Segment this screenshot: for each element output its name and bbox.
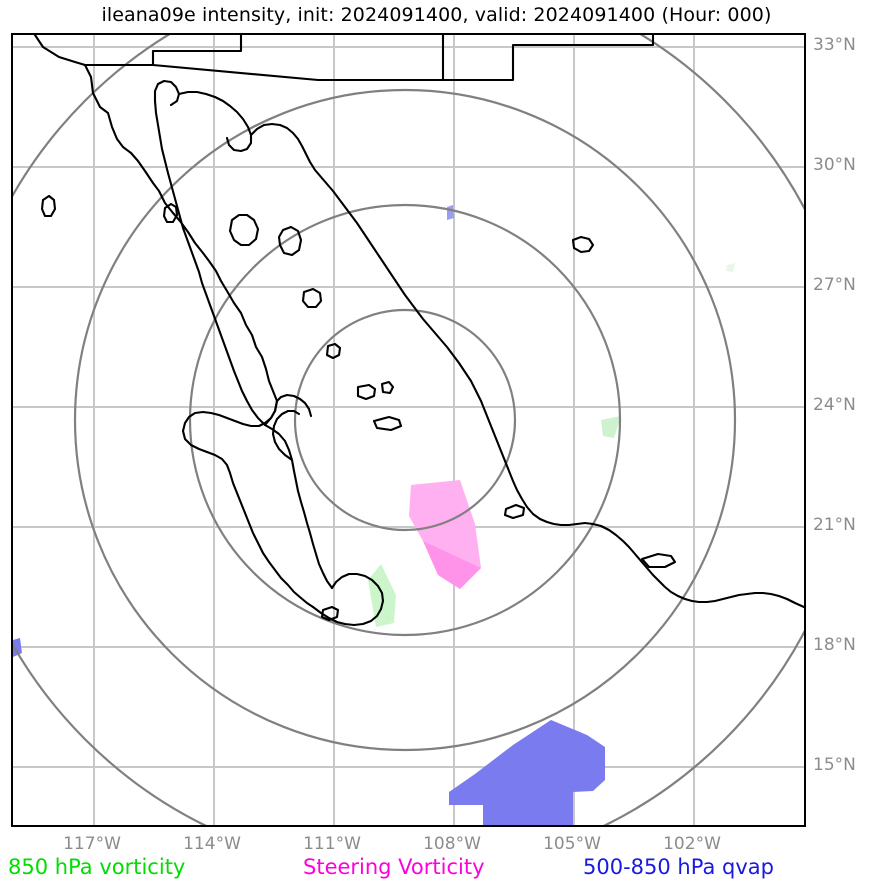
coast-detail-sonora-north — [571, 235, 595, 254]
legend-item-vorticity-850: 850 hPa vorticity — [8, 855, 186, 879]
island-carmen — [356, 383, 377, 401]
ytick-label-15n: 15°N — [813, 755, 856, 775]
page-title: ileana09e intensity, init: 2024091400, v… — [101, 4, 772, 26]
xtick-label-102w: 102°W — [663, 834, 721, 854]
delta-colorado — [177, 90, 253, 153]
island-guadalupe — [40, 194, 57, 218]
border-california — [33, 35, 243, 67]
coastlines — [33, 35, 804, 627]
ytick-label-30n: 30°N — [813, 155, 856, 175]
ytick-label-33n: 33°N — [813, 35, 856, 55]
ytick-label-21n: 21°N — [813, 515, 856, 535]
xtick-label-111w: 111°W — [303, 834, 361, 854]
coast-sonora — [249, 122, 542, 521]
coast-baja-west — [83, 63, 315, 609]
coast-sinaloa-nayarit — [538, 517, 804, 609]
border-sonora-line — [151, 63, 445, 82]
map-canvas — [13, 35, 804, 825]
border-vertical-2 — [441, 35, 655, 82]
ytick-label-18n: 18°N — [813, 635, 856, 655]
island-small-south — [320, 605, 340, 622]
ytick-label-27n: 27°N — [813, 275, 856, 295]
qvap-500-850-patches — [13, 205, 605, 825]
xtick-label-114w: 114°W — [183, 834, 241, 854]
xtick-label-108w: 108°W — [423, 834, 481, 854]
coast-la-paz-bay — [271, 409, 301, 462]
range-ring-1 — [293, 308, 517, 532]
map-plot-area[interactable] — [11, 33, 806, 827]
island-monserrat — [380, 380, 395, 395]
steering-vorticity-patch — [409, 480, 481, 589]
range-ring-2 — [188, 203, 622, 637]
island-angel-de-la-guarda — [228, 213, 260, 247]
ytick-label-24n: 24°N — [813, 395, 856, 415]
grid-lines — [13, 35, 804, 825]
range-ring-3 — [73, 88, 737, 752]
island-isabel — [503, 503, 526, 520]
coast-baja-east-north — [153, 79, 267, 427]
coast-baja-tip — [311, 572, 385, 627]
legend-item-qvap-500-850: 500-850 hPa qvap — [583, 855, 774, 879]
coast-baja-east-south — [263, 393, 334, 590]
xtick-label-117w: 117°W — [63, 834, 121, 854]
islas-marias — [640, 552, 677, 569]
range-rings — [13, 35, 804, 825]
xtick-label-105w: 105°W — [543, 834, 601, 854]
island-tiburon — [277, 225, 303, 257]
legend-item-steering-vorticity: Steering Vorticity — [303, 855, 485, 879]
island-espiritu-santo — [372, 415, 403, 432]
island-san-marcos — [301, 287, 323, 309]
island-coronados — [325, 342, 342, 360]
island-cedros — [162, 202, 179, 224]
